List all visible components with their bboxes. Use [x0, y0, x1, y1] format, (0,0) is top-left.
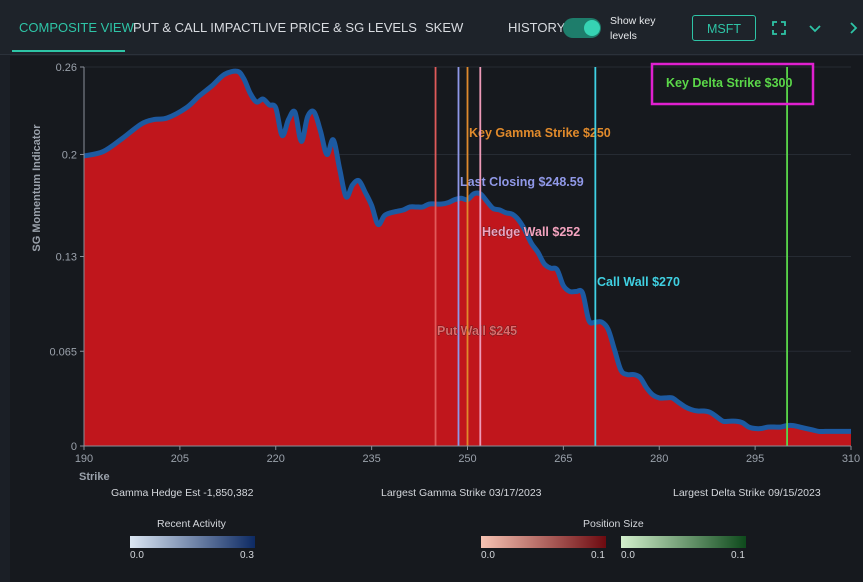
active-tab-indicator [12, 50, 125, 52]
top-nav-bar: COMPOSITE VIEW PUT & CALL IMPACT LIVE PR… [0, 0, 863, 55]
chevron-right-icon[interactable] [843, 18, 863, 38]
y-tick-label: 0.2 [62, 149, 77, 161]
ticker-button[interactable]: MSFT [692, 15, 756, 41]
position-size-red-min: 0.0 [481, 550, 495, 561]
key-levels: Put Wall $245 Last Closing $248.59 Key Gam… [434, 62, 815, 446]
key-level-label: Put Wall $245 [437, 324, 517, 338]
largest-delta-strike: Largest Delta Strike 09/15/2023 [673, 487, 821, 499]
recent-activity-gradient [130, 536, 255, 548]
x-tick-label: 280 [650, 453, 668, 465]
y-axis-label: SG Momentum Indicator [31, 124, 43, 252]
key-delta-highlight-box [650, 62, 815, 106]
position-size-red-max: 0.1 [591, 550, 605, 561]
chevron-down-icon[interactable] [805, 18, 825, 38]
gamma-hedge-estimate: Gamma Hedge Est -1,850,382 [111, 487, 254, 499]
show-key-levels-label: Show key levels [610, 15, 656, 42]
y-tick-label: 0.13 [56, 252, 77, 264]
x-tick-label: 310 [842, 453, 860, 465]
largest-gamma-strike: Largest Gamma Strike 03/17/2023 [381, 487, 542, 499]
tab-composite-view[interactable]: COMPOSITE VIEW [19, 20, 134, 35]
key-level-label: Key Delta Strike $300 [666, 76, 793, 90]
x-axis-label: Strike [79, 471, 110, 483]
key-level-label: Last Closing $248.59 [460, 175, 584, 189]
position-size-legend-title: Position Size [583, 518, 644, 530]
expand-icon[interactable] [769, 18, 789, 38]
momentum-line [83, 68, 851, 435]
toggle-knob [584, 20, 600, 36]
x-tick-label: 295 [746, 453, 764, 465]
y-tick-label: 0.065 [49, 346, 77, 358]
y-tick-label: 0 [71, 441, 77, 453]
y-tick-label: 0.26 [56, 62, 77, 74]
recent-activity-max: 0.3 [240, 550, 254, 561]
x-tick-label: 250 [458, 453, 476, 465]
x-tick-label: 220 [267, 453, 285, 465]
x-tick-label: 205 [171, 453, 189, 465]
chart-axes: 0 0.065 0.13 0.2 0.26 190 205 220 235 250 265 280 29… [49, 62, 860, 465]
key-level-label: Call Wall $270 [597, 275, 680, 289]
key-level-label: Hedge Wall $252 [482, 225, 580, 239]
tab-history[interactable]: HISTORY [508, 20, 566, 35]
position-size-green-min: 0.0 [621, 550, 635, 561]
recent-activity-min: 0.0 [130, 550, 144, 561]
tab-put-call-impact[interactable]: PUT & CALL IMPACT [133, 20, 259, 35]
x-tick-label: 190 [75, 453, 93, 465]
key-level-label: Key Gamma Strike $250 [469, 126, 611, 140]
recent-activity-legend-title: Recent Activity [157, 518, 226, 530]
x-tick-label: 265 [554, 453, 572, 465]
sg-momentum-chart: Put Wall $245 Last Closing $248.59 Key Gam… [31, 62, 860, 483]
position-size-green-gradient [621, 536, 746, 548]
position-size-red-gradient [481, 536, 606, 548]
tab-skew[interactable]: SKEW [425, 20, 464, 35]
position-size-green-max: 0.1 [731, 550, 745, 561]
show-key-levels-toggle[interactable] [563, 18, 601, 38]
tab-live-price-sg-levels[interactable]: LIVE PRICE & SG LEVELS [258, 20, 417, 35]
x-tick-label: 235 [362, 453, 380, 465]
